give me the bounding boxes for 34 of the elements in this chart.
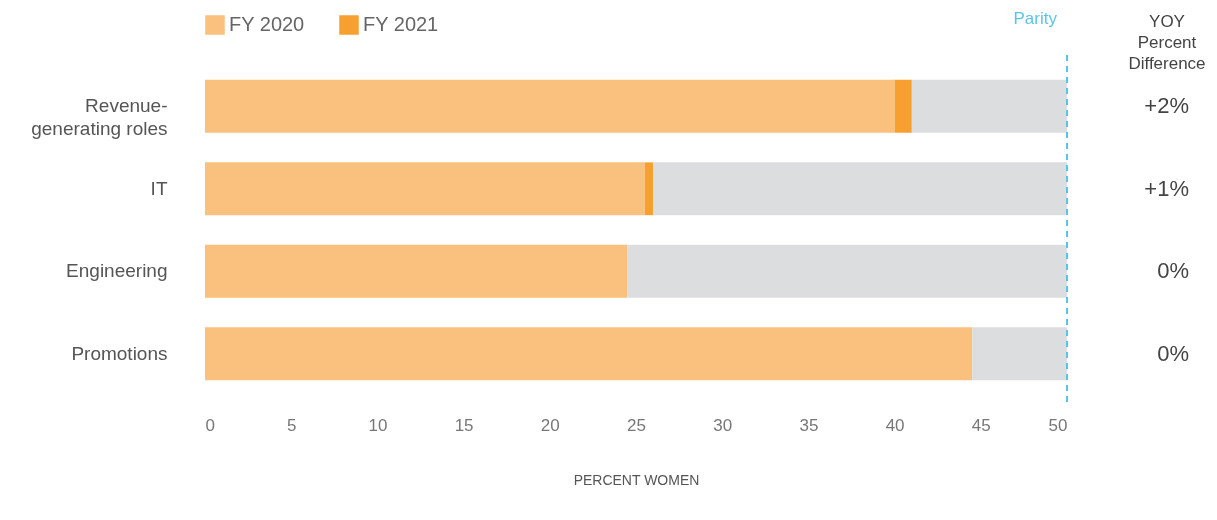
bar [894,79,912,133]
x-axis-title: PERCENT WOMEN [573,471,700,488]
x-tick-label: 10 [368,415,388,435]
legend-label: FY 2021 [363,13,439,35]
x-tick-label: 30 [713,415,733,435]
x-tick-label: 15 [454,415,474,435]
text: 0% [1157,258,1189,284]
bar [205,162,645,216]
text: +1% [1144,175,1189,201]
bar [644,162,654,216]
x-tick-label: 45 [971,415,991,435]
y-tick-label: Engineering [66,260,168,282]
bar [972,327,1067,381]
bar [653,162,1067,216]
bar [205,327,973,381]
x-tick-label: 40 [885,415,905,435]
text: +2% [1144,93,1189,119]
y-tick-label: Promotions [71,342,168,364]
text: 0% [1157,340,1189,366]
x-tick-label: 5 [286,415,297,435]
y-tick-label: Revenue-generating roles [31,95,168,140]
y-tick-label: IT [150,177,168,199]
bar [911,79,1067,133]
bar [627,244,1067,298]
ref-line-label: Parity [1013,9,1058,28]
x-tick-label: 0 [205,415,215,435]
bar [205,244,628,298]
text: YOY Percent Difference [1128,12,1206,73]
x-tick-label: 25 [627,415,646,435]
x-tick-label: 20 [540,415,560,435]
x-tick-label: 35 [799,415,819,435]
x-tick-label: 50 [1048,415,1068,435]
legend-label: FY 2020 [229,13,305,35]
bar [205,79,895,133]
